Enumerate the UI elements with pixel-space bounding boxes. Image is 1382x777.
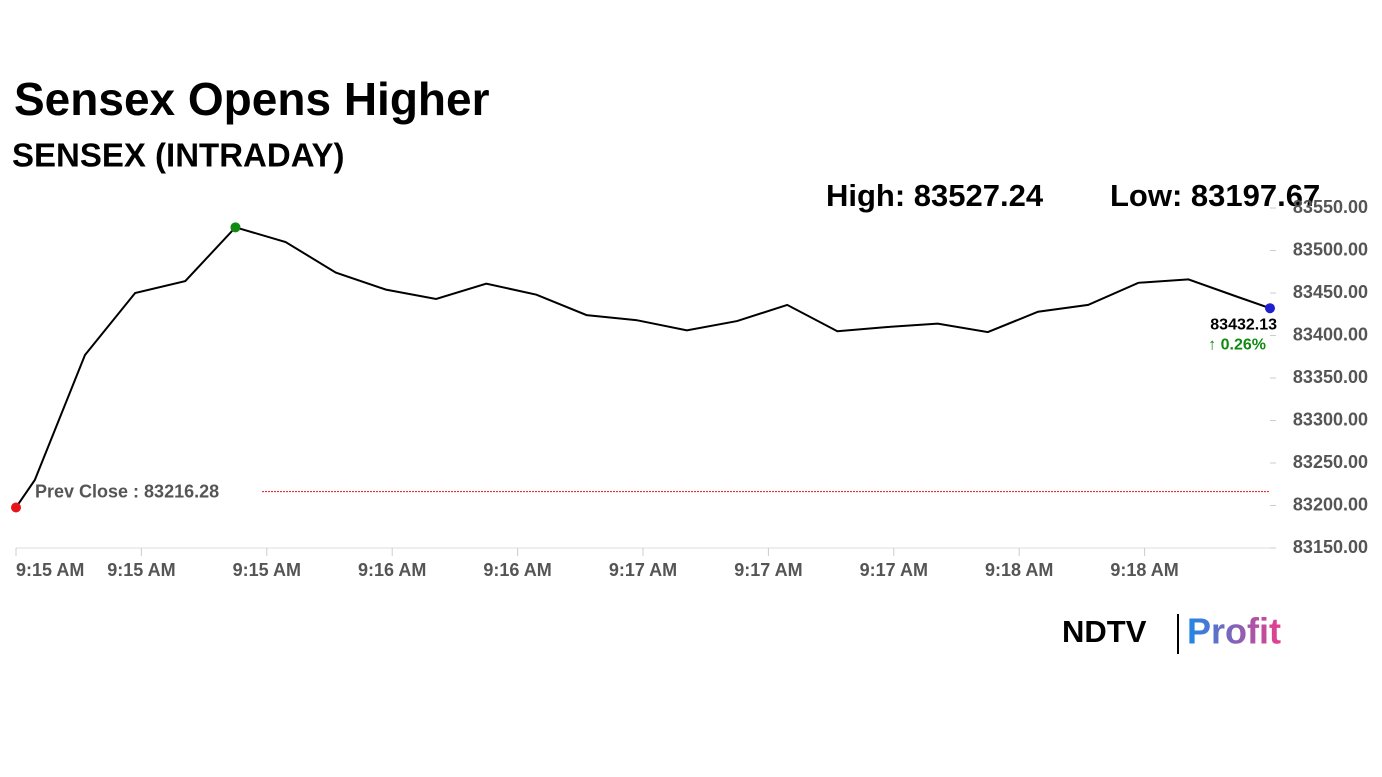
logo-product: Profit [1187, 611, 1281, 652]
chart-subtitle: SENSEX (INTRADAY) [12, 137, 345, 174]
y-tick-label: 83550.00 [1293, 197, 1368, 217]
prev-close-label: Prev Close : 83216.28 [35, 481, 219, 501]
logo-brand: NDTV [1062, 614, 1147, 649]
low-marker [11, 502, 21, 513]
last-value-label: 83432.13 [1210, 316, 1277, 333]
y-tick-label: 83200.00 [1293, 494, 1368, 514]
x-tick-label: 9:18 AM [985, 560, 1053, 580]
x-tick-label: 9:16 AM [358, 560, 426, 580]
x-tick-label: 9:15 AM [16, 560, 84, 580]
x-tick-label: 9:17 AM [609, 560, 677, 580]
last-marker [1265, 303, 1275, 314]
high-label: High: 83527.24 [826, 178, 1044, 213]
x-tick-label: 9:17 AM [734, 560, 802, 580]
chart-title: Sensex Opens Higher [14, 73, 490, 125]
change-label: ↑ 0.26% [1208, 336, 1266, 353]
x-tick-label: 9:18 AM [1110, 560, 1178, 580]
x-tick-label: 9:15 AM [233, 560, 301, 580]
y-tick-label: 83400.00 [1293, 324, 1368, 344]
y-tick-label: 83500.00 [1293, 239, 1368, 259]
y-tick-label: 83300.00 [1293, 409, 1368, 429]
low-label: Low: 83197.67 [1110, 178, 1320, 213]
y-tick-label: 83350.00 [1293, 367, 1368, 387]
line [15, 226, 1271, 509]
y-tick-label: 83450.00 [1293, 282, 1368, 302]
high-marker [230, 222, 241, 233]
y-tick-label: 83250.00 [1293, 452, 1368, 472]
x-tick-label: 9:15 AM [107, 560, 175, 580]
x-tick-label: 9:17 AM [860, 560, 928, 580]
y-tick-label: 83150.00 [1293, 537, 1368, 557]
x-tick-label: 9:16 AM [483, 560, 551, 580]
